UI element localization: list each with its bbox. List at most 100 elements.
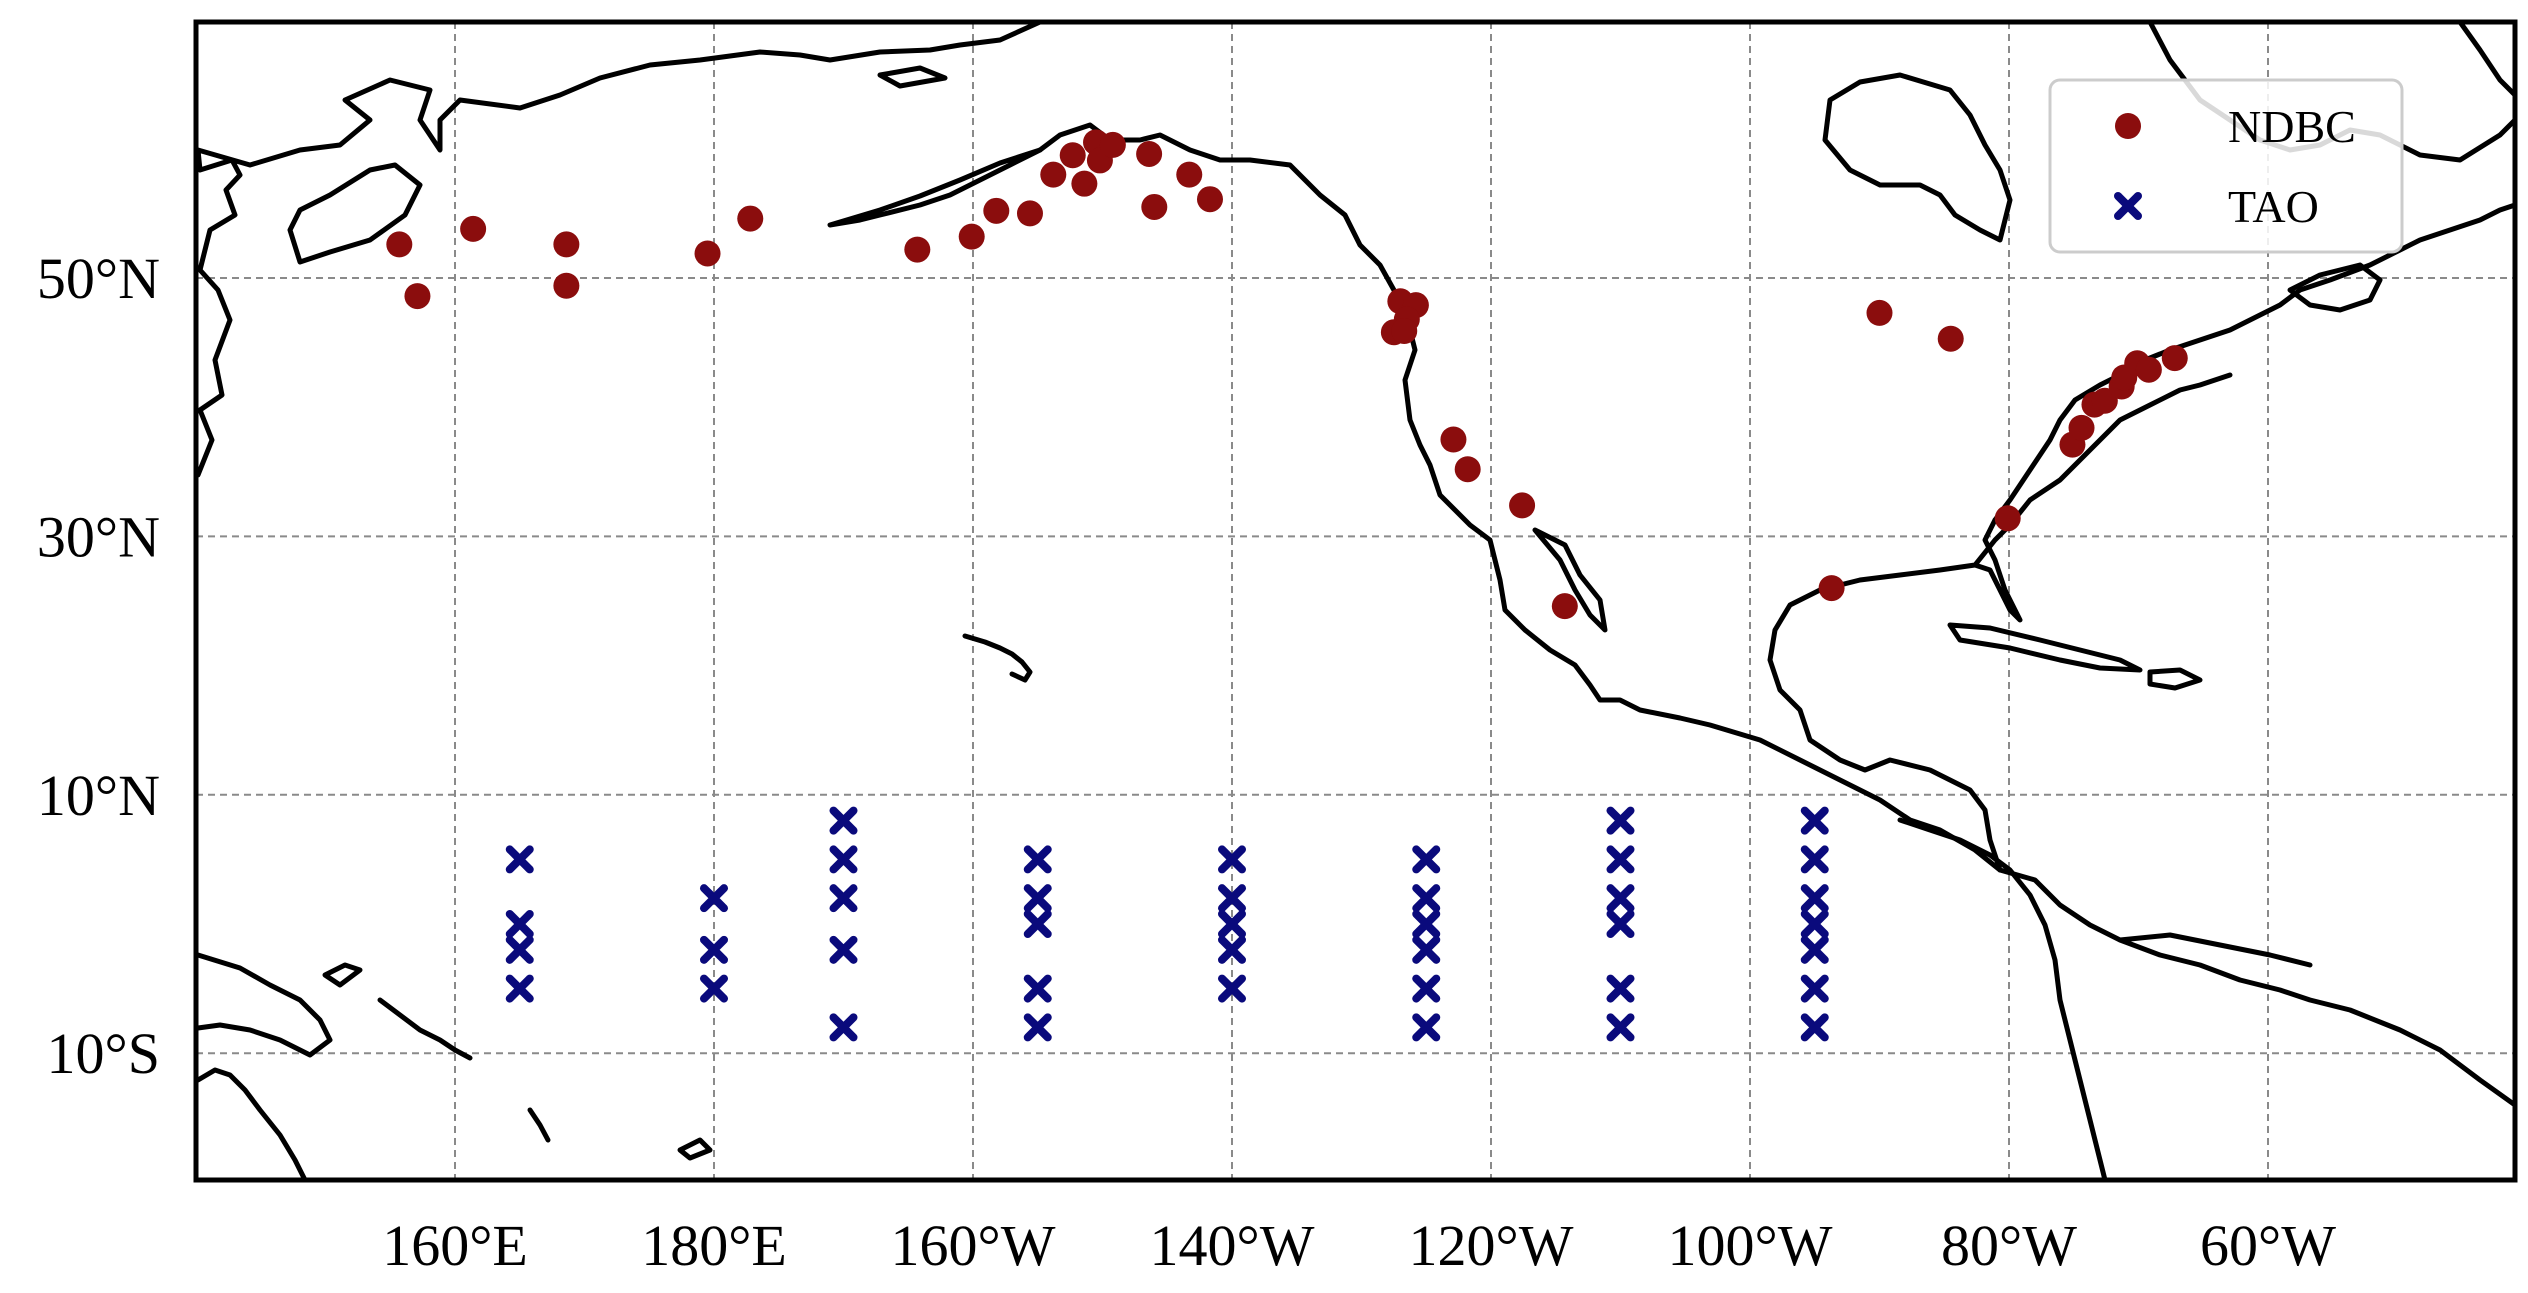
tao-station-marker: [1800, 910, 1829, 938]
ndbc-station-marker: [1937, 325, 1964, 352]
tao-station-marker: [1412, 1013, 1441, 1042]
ndbc-station-marker: [1454, 456, 1481, 483]
ndbc-station-marker: [386, 231, 413, 258]
tao-station-marker: [829, 1013, 858, 1042]
ndbc-station-marker: [2161, 345, 2188, 372]
ndbc-station-marker: [1818, 575, 1845, 602]
coastline-hawaii: [962, 633, 1033, 683]
ndbc-station-marker: [1994, 505, 2021, 532]
coastline-asia: [195, 19, 1043, 478]
coastline-greenland: [2457, 19, 2518, 98]
tao-station-marker: [1218, 974, 1246, 1003]
y-tick-label: 10°S: [47, 1021, 160, 1086]
ndbc-station-marker: [904, 236, 931, 263]
coastline-hispaniola: [2147, 667, 2203, 691]
tao-station-marker: [1218, 884, 1246, 913]
coastline-south-america: [1897, 817, 2108, 1183]
tao-station-marker: [829, 884, 858, 913]
tao-station-marker: [1800, 974, 1829, 1003]
tao-station-marker: [1800, 1013, 1829, 1042]
x-tick-label: 180°E: [641, 1213, 787, 1278]
tao-station-marker: [505, 935, 534, 964]
tao-station-marker: [700, 974, 728, 1003]
ndbc-stations: [386, 129, 2188, 620]
x-tick-label: 60°W: [2200, 1213, 2336, 1278]
ndbc-station-marker: [1509, 492, 1536, 519]
coastline-north-america-west: [1037, 122, 2518, 1108]
ndbc-station-marker: [404, 283, 431, 310]
tao-station-marker: [505, 845, 534, 874]
ndbc-station-marker: [1551, 593, 1578, 620]
ndbc-station-marker: [737, 205, 764, 232]
tao-station-marker: [1412, 974, 1441, 1003]
tao-station-marker: [1606, 884, 1635, 913]
tao-station-marker: [829, 935, 858, 964]
tao-station-marker: [1412, 910, 1441, 938]
coastline-south-america-north: [2117, 932, 2313, 968]
tao-station-marker: [1412, 845, 1441, 874]
tao-station-marker: [1800, 845, 1829, 874]
tao-stations: [505, 806, 1829, 1042]
x-tick-label: 80°W: [1941, 1213, 2077, 1278]
tao-station-marker: [1218, 845, 1246, 874]
tao-station-marker: [700, 935, 728, 964]
tao-station-marker: [505, 974, 534, 1003]
coastline-wrangel: [877, 65, 948, 89]
coastline-hudson-bay: [1822, 72, 2013, 243]
ndbc-station-marker: [694, 240, 721, 267]
tao-station-marker: [829, 806, 858, 835]
tao-station-marker: [1023, 884, 1052, 913]
ndbc-station-marker: [1176, 161, 1203, 188]
ndbc-station-marker: [1040, 161, 1067, 188]
ndbc-station-marker: [1141, 193, 1168, 220]
tao-station-marker: [1412, 884, 1441, 913]
legend: NDBC TAO: [2048, 78, 2404, 254]
tao-station-marker: [700, 884, 728, 913]
tao-station-marker: [1023, 845, 1052, 874]
ndbc-station-marker: [1196, 186, 1223, 213]
tao-station-marker: [505, 910, 534, 938]
tao-station-marker: [1606, 974, 1635, 1003]
ndbc-station-marker: [958, 223, 985, 250]
ndbc-station-marker: [1016, 200, 1043, 227]
tao-station-marker: [1800, 884, 1829, 913]
coastlines: [195, 19, 2518, 1183]
x-tick-label: 100°W: [1668, 1213, 1833, 1278]
coastline-australia: [195, 1067, 308, 1183]
y-tick-label: 30°N: [37, 504, 160, 569]
legend-ndbc-label: NDBC: [2228, 101, 2356, 152]
map-frame: [193, 19, 2518, 1183]
ndbc-station-marker: [1440, 426, 1467, 453]
coastline-alaska-peninsula: [827, 147, 1043, 228]
coastline-newfoundland: [2287, 262, 2383, 313]
ndbc-station-marker: [983, 197, 1010, 224]
ndbc-station-marker: [1059, 142, 1086, 169]
ndbc-station-marker: [1391, 317, 1418, 344]
coastline-solomon-islands: [377, 997, 473, 1061]
legend-ndbc-marker: [2115, 113, 2141, 139]
ndbc-station-marker: [553, 272, 580, 299]
ndbc-station-marker: [2135, 356, 2162, 383]
y-tick-label: 10°N: [37, 763, 160, 828]
tao-station-marker: [1606, 806, 1635, 835]
tao-station-marker: [1218, 935, 1246, 964]
ndbc-station-marker: [553, 231, 580, 258]
x-tick-labels: 160°E 180°E 160°W 140°W 120°W 100°W 80°W 60°W: [382, 1213, 2336, 1278]
legend-tao-marker: [2114, 192, 2142, 220]
coastline-north-america-east: [1992, 202, 2518, 523]
x-tick-label: 140°W: [1150, 1213, 1315, 1278]
tao-station-marker: [1023, 974, 1052, 1003]
tao-station-marker: [1218, 910, 1246, 938]
ndbc-station-marker: [460, 215, 487, 242]
tao-station-marker: [1606, 1013, 1635, 1042]
graticule: [196, 22, 2515, 1180]
ndbc-station-marker: [1866, 299, 1893, 326]
x-tick-label: 120°W: [1409, 1213, 1574, 1278]
coastline-fiji: [677, 1137, 713, 1161]
tao-station-marker: [1606, 910, 1635, 938]
legend-tao-label: TAO: [2228, 181, 2319, 232]
coastline-baja: [1532, 527, 1608, 633]
tao-station-marker: [1023, 910, 1052, 938]
coastline-bismarck: [322, 962, 363, 988]
